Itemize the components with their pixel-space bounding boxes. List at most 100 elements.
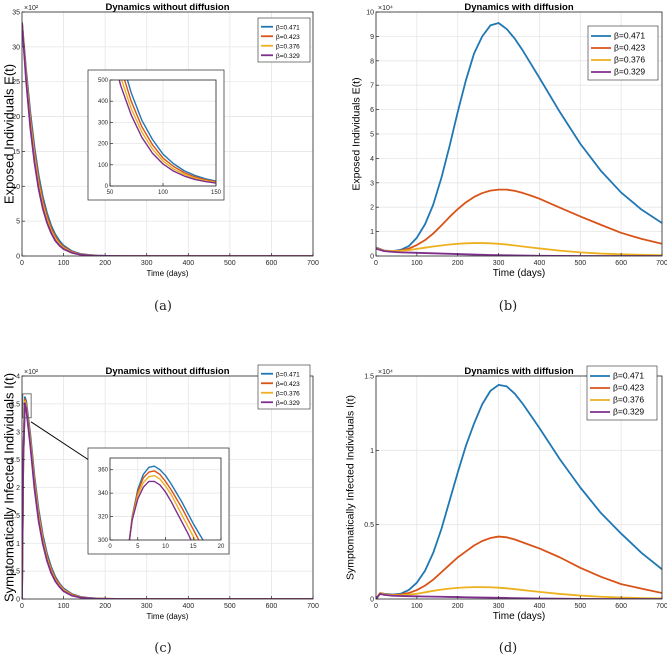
chart-b-ytick-label-10: 10 [366, 10, 374, 17]
chart-c-legend-label-2: β=0.376 [276, 390, 300, 397]
chart-b-xtick-label-7: 700 [656, 260, 667, 267]
chart-d-series-line-1 [376, 535, 662, 599]
chart-b-series-line-0 [376, 22, 662, 253]
chart-b-legend-label-2: β=0.376 [614, 55, 645, 65]
chart-a-xtick-label-4: 400 [182, 260, 194, 267]
chart-a-inset-xtick-label-1: 100 [158, 190, 169, 196]
chart-b-xtick-label-2: 200 [452, 260, 464, 267]
chart-d-xtick-label-0: 0 [374, 603, 378, 610]
chart-b-legend-label-1: β=0.423 [614, 43, 645, 53]
chart-c-ytick-label-8: 4 [16, 374, 20, 381]
chart-c-ytick-label-0: 0 [16, 597, 20, 604]
chart-c-inset-ytick-label-1: 320 [98, 515, 109, 521]
chart-c-xtick-label-5: 500 [224, 603, 236, 610]
chart-d-xtick-label-7: 700 [656, 603, 667, 610]
chart-b-ytick-label-0: 0 [370, 254, 374, 261]
chart-d-ylabel: Symptomatically Infected Individuals I(t… [345, 395, 357, 580]
chart-a-exponent: ×10² [24, 5, 39, 12]
chart-a-legend-label-3: β=0.329 [276, 53, 300, 60]
chart-c-xtick-label-0: 0 [20, 603, 24, 610]
chart-c-inset-ytick-label-2: 340 [98, 491, 109, 497]
caption-a: (a) [154, 299, 172, 314]
chart-d-ytick-label-2: 1 [370, 448, 374, 455]
chart-c-ytick-label-7: 3.5 [10, 401, 20, 408]
chart-a-ytick-label-4: 20 [12, 114, 20, 121]
chart-b-series-line-1 [376, 188, 662, 253]
chart-c-xtick-label-6: 600 [266, 603, 278, 610]
chart-c-legend-label-1: β=0.423 [276, 381, 300, 388]
chart-c-exponent: ×10² [24, 369, 39, 376]
chart-a-ytick-label-3: 15 [12, 149, 20, 156]
chart-d-ytick-label-1: 0.5 [364, 522, 374, 529]
chart-b-xtick-label-0: 0 [374, 260, 378, 267]
chart-b-legend-label-3: β=0.329 [614, 67, 645, 77]
chart-c-xtick-label-1: 100 [58, 603, 70, 610]
chart-a-title: Dynamics without diffusion [105, 2, 229, 13]
chart-a-inset-ytick-label-0: 0 [105, 184, 109, 190]
chart-b-ytick-label-1: 1 [370, 229, 374, 236]
chart-a-inset-ytick-label-4: 400 [98, 99, 109, 105]
chart-d-xtick-label-2: 200 [452, 603, 464, 610]
chart-d-ytick-label-3: 1.5 [364, 374, 374, 381]
chart-c-ytick-label-2: 1 [16, 541, 20, 548]
chart-c-inset-xtick-label-4: 20 [218, 544, 225, 550]
chart-a-inset-xtick-label-0: 50 [107, 190, 114, 196]
chart-d-legend-label-0: β=0.471 [613, 371, 644, 381]
chart-d-xtick-label-5: 500 [574, 603, 586, 610]
chart-a-ytick-label-7: 35 [12, 10, 20, 17]
chart-a-inset-series-line-1 [123, 80, 216, 183]
chart-a-ytick-label-1: 5 [16, 219, 20, 226]
chart-a-inset-ytick-label-1: 100 [98, 163, 109, 169]
chart-a-inset-ytick-label-2: 200 [98, 142, 109, 148]
chart-a-inset-series-line-0 [126, 80, 216, 182]
chart-a-xtick-label-3: 300 [141, 260, 153, 267]
chart-c-ylabel: Symptomatically Infected Individuals I(t… [2, 373, 17, 602]
chart-c-inset-series-line-0 [128, 465, 204, 540]
chart-d-exponent: ×10⁴ [378, 369, 393, 376]
chart-b-legend-label-0: β=0.471 [614, 31, 645, 41]
chart-d-legend-label-1: β=0.423 [613, 383, 644, 393]
chart-c-ytick-label-3: 1.5 [10, 513, 20, 520]
chart-b-ytick-label-6: 6 [370, 107, 374, 114]
chart-a-xtick-label-6: 600 [266, 260, 278, 267]
chart-d-xtick-label-4: 400 [534, 603, 546, 610]
chart-c-zoom-box [22, 393, 32, 419]
chart-d-xtick-label-6: 600 [615, 603, 627, 610]
chart-c-series-line-3 [22, 402, 313, 599]
chart-b-series-line-2 [376, 242, 662, 256]
chart-a-xlabel: Time (days) [147, 269, 189, 278]
chart-a-xtick-label-2: 200 [99, 260, 111, 267]
chart-d-frame [375, 375, 663, 600]
chart-a-frame [21, 11, 314, 257]
chart-a-xtick-label-1: 100 [58, 260, 70, 267]
chart-b-ylabel: Exposed Individuals E(t) [351, 77, 363, 190]
chart-a-inset-ytick-label-5: 500 [98, 78, 109, 84]
chart-a-ylabel: Exposed Individuals E(t) [2, 64, 17, 204]
chart-d-ytick-label-0: 0 [370, 597, 374, 604]
chart-b-xtick-label-5: 500 [574, 260, 586, 267]
chart-b-title: Dynamics with diffusion [464, 2, 573, 13]
chart-c-inset-xtick-label-0: 0 [108, 544, 112, 550]
chart-b-xtick-label-4: 400 [534, 260, 546, 267]
chart-d-xtick-label-1: 100 [411, 603, 423, 610]
caption-b: (b) [499, 299, 517, 314]
chart-c-ytick-label-4: 2 [16, 485, 20, 492]
chart-b-xtick-label-6: 600 [615, 260, 627, 267]
chart-b-ytick-label-7: 7 [370, 83, 374, 90]
chart-d-xtick-label-3: 300 [493, 603, 505, 610]
chart-a-inset-series-line-2 [120, 80, 216, 184]
chart-b-ytick-label-9: 9 [370, 34, 374, 41]
chart-d-series-line-2 [376, 586, 662, 599]
chart-a-inset-series-line-3 [118, 80, 216, 184]
chart-d-series-line-0 [376, 384, 662, 599]
chart-c-inset-series-line-2 [128, 474, 196, 540]
chart-c-ytick-label-1: 0.5 [10, 569, 20, 576]
chart-a-xtick-label-5: 500 [224, 260, 236, 267]
chart-b-ytick-label-2: 2 [370, 205, 374, 212]
chart-d-legend-box [586, 365, 658, 421]
chart-d-legend-label-2: β=0.376 [613, 395, 644, 405]
chart-a-ytick-label-2: 10 [12, 184, 20, 191]
chart-c-xtick-label-4: 400 [182, 603, 194, 610]
